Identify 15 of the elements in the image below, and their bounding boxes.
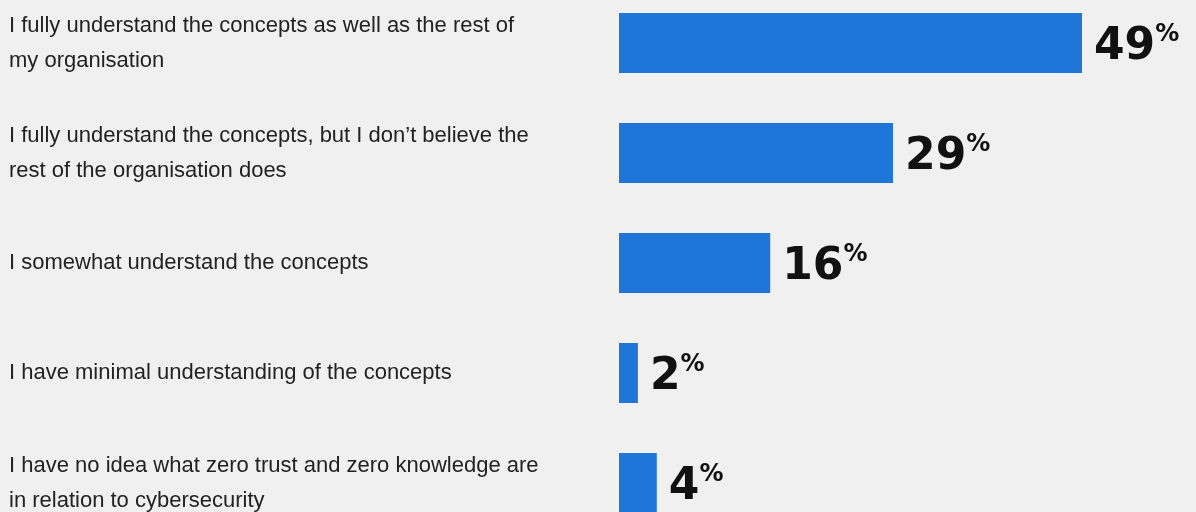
y-tick-label: I have no idea what zero trust and zero knowledge are in relation to cybersecurity	[9, 451, 539, 512]
data-label: 29$^{%}$	[905, 128, 991, 179]
bar	[619, 123, 894, 183]
data-label: 16$^{%}$	[782, 238, 868, 289]
data-label: 2$^{%}$	[649, 348, 705, 399]
y-tick-label: I fully understand the concepts as well as the rest of my organisation	[9, 11, 515, 72]
y-tick-label: I fully understand the concepts, but I don’t believe the rest of the organisation does	[9, 121, 529, 182]
data-label: 4$^{%}$	[668, 458, 724, 509]
bar	[619, 453, 657, 512]
data-label: 49$^{%}$	[1094, 18, 1180, 69]
bar	[619, 233, 771, 293]
bar	[619, 13, 1082, 73]
y-tick-label: I somewhat understand the concepts	[9, 249, 369, 274]
y-tick-label: I have minimal understanding of the concepts	[9, 359, 452, 384]
bar	[619, 343, 638, 403]
